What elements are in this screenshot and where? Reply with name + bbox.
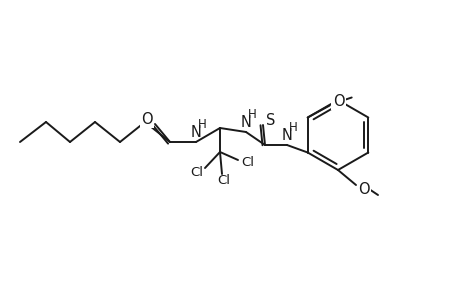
Text: S: S: [266, 112, 275, 128]
Text: Cl: Cl: [217, 173, 230, 187]
Text: H: H: [288, 121, 297, 134]
Text: Cl: Cl: [190, 167, 203, 179]
Text: H: H: [197, 118, 206, 130]
Text: N: N: [240, 115, 251, 130]
Text: N: N: [281, 128, 292, 142]
Text: O: O: [332, 94, 344, 109]
Text: O: O: [141, 112, 152, 127]
Text: N: N: [190, 124, 201, 140]
Text: Cl: Cl: [241, 155, 254, 169]
Text: O: O: [358, 182, 369, 197]
Text: H: H: [247, 107, 256, 121]
